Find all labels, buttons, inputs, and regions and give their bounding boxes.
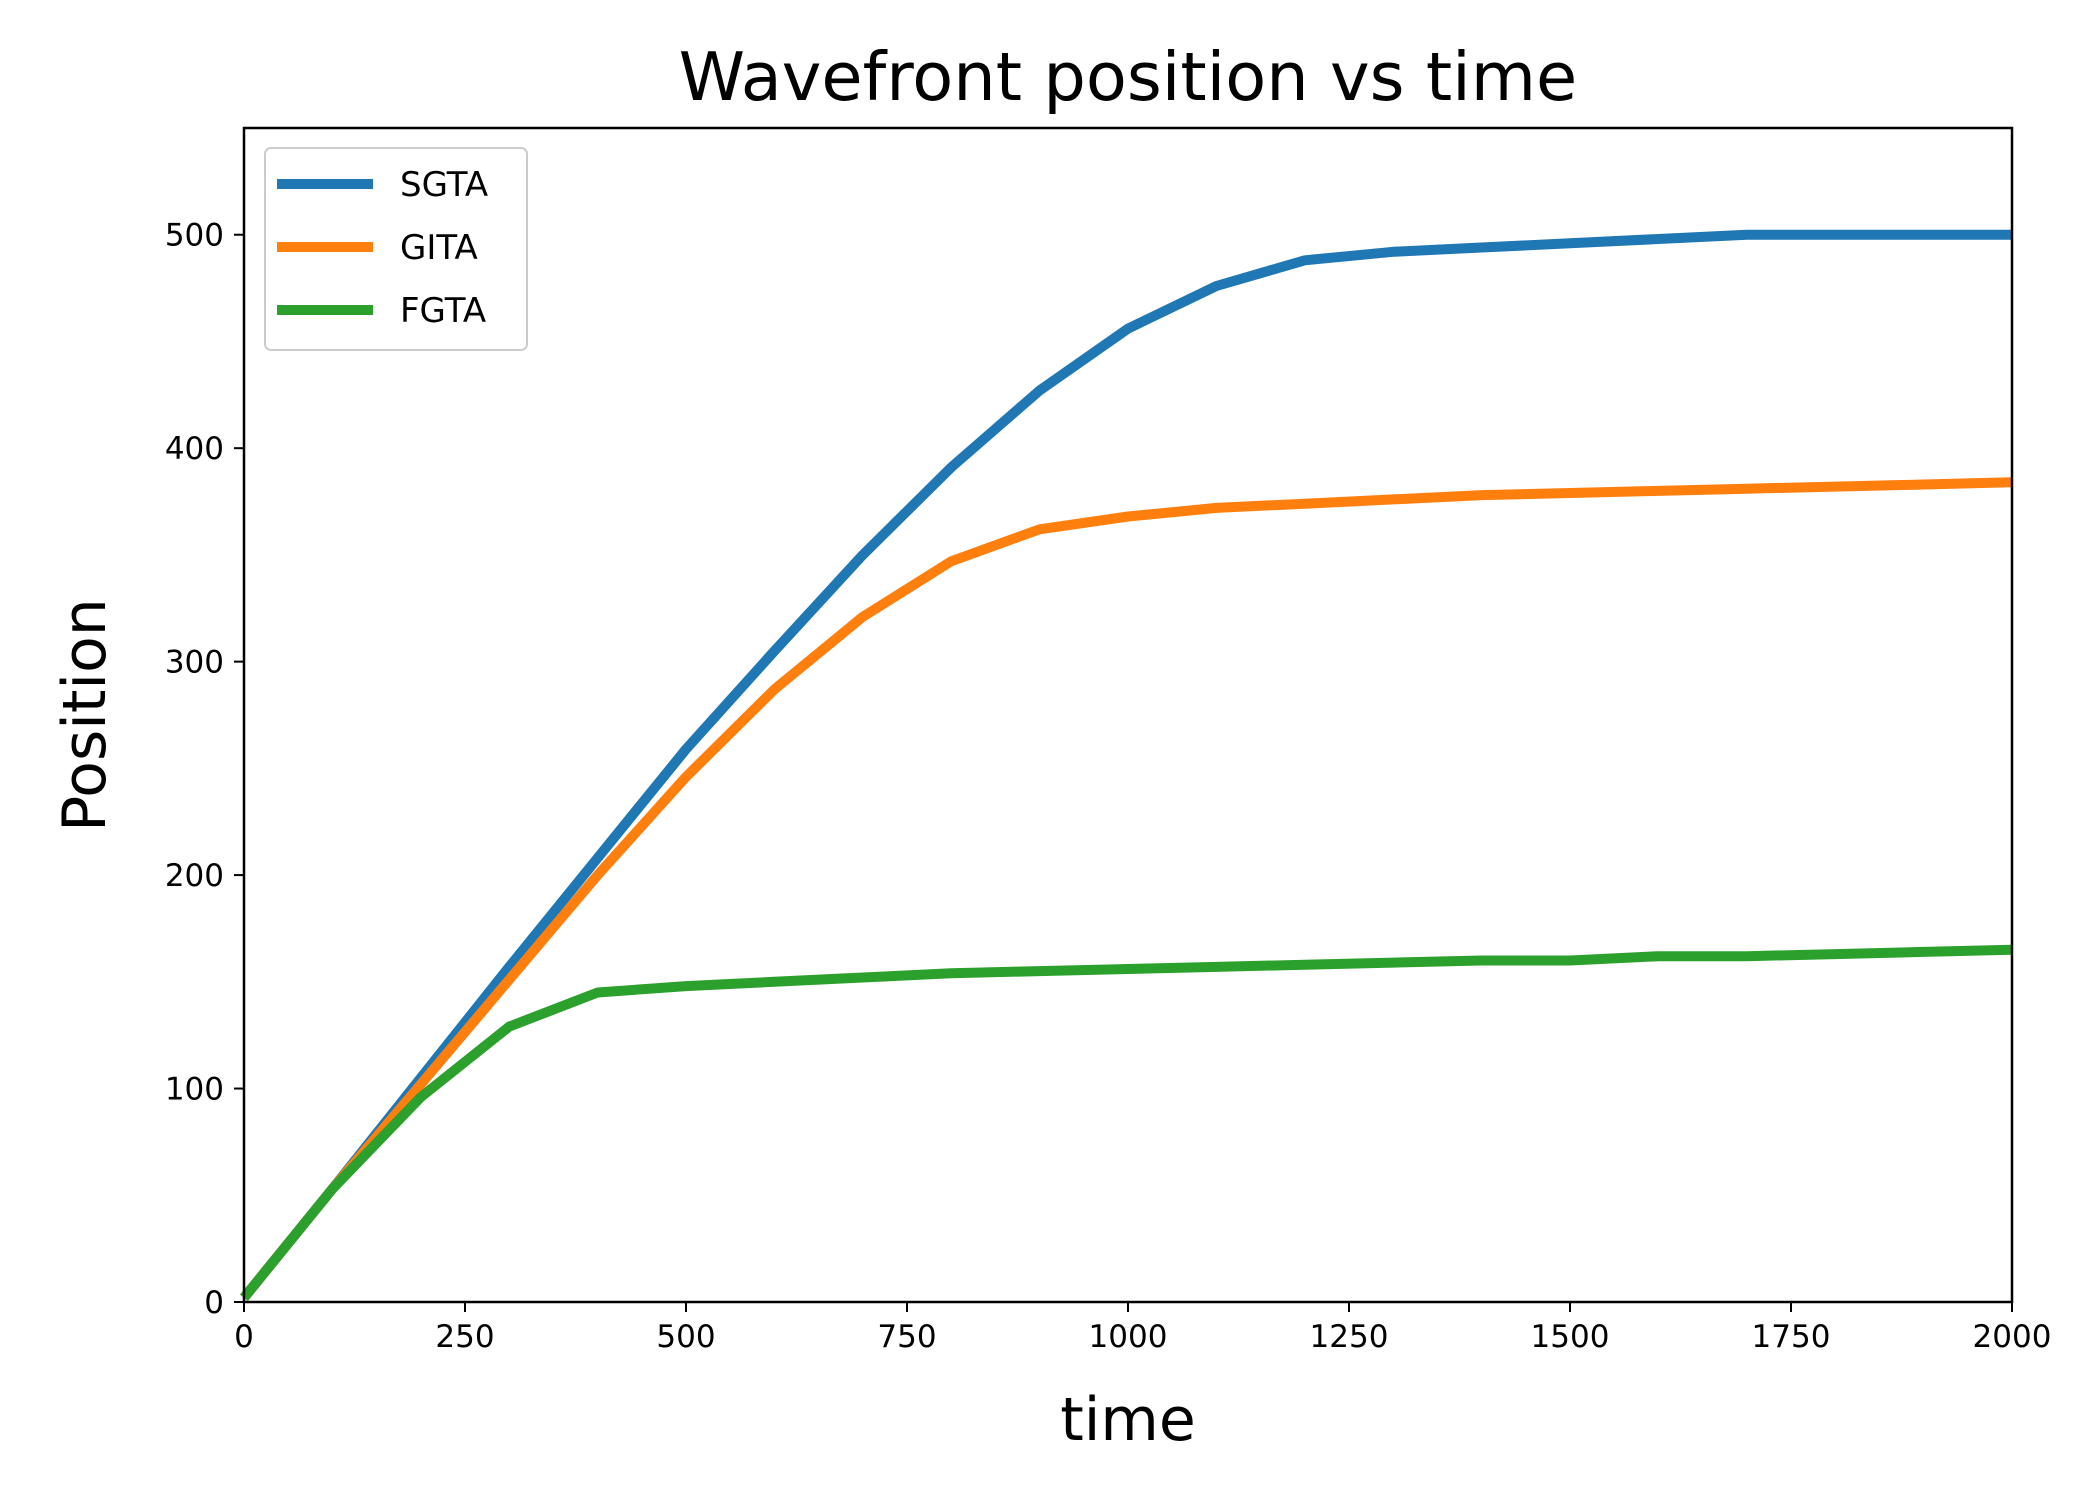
series-lines: [240, 229, 2013, 1301]
y-tick-label: 300: [165, 645, 224, 681]
series-line-fgta: [240, 944, 2013, 1301]
x-tick-label: 750: [877, 1319, 936, 1355]
x-tick-label: 2000: [1973, 1319, 2052, 1355]
series-line-gita: [240, 477, 2013, 1301]
legend-label: SGTA: [400, 165, 488, 205]
x-tick-label: 1500: [1531, 1319, 1610, 1355]
legend-label: GITA: [400, 228, 478, 268]
x-axis-label: time: [1060, 1385, 1196, 1455]
y-tick-label: 0: [204, 1285, 224, 1321]
y-tick-label: 400: [165, 431, 224, 467]
x-tick-label: 1750: [1752, 1319, 1831, 1355]
legend: SGTA GITA FGTA: [264, 147, 528, 351]
x-tick-label: 1250: [1310, 1319, 1389, 1355]
plot-frame: [242, 126, 2014, 1304]
y-tick-label: 500: [165, 218, 224, 254]
y-tick-label: 100: [165, 1072, 224, 1108]
x-tick-label: 250: [435, 1319, 494, 1355]
x-tick-label: 1000: [1089, 1319, 1168, 1355]
series-line-sgta: [240, 229, 2012, 1301]
legend-box: [264, 147, 528, 351]
x-tick-label: 500: [656, 1319, 715, 1355]
chart-title: Wavefront position vs time: [679, 38, 1577, 116]
y-axis-label: Position: [50, 598, 120, 832]
y-tick-label: 200: [165, 858, 224, 894]
axis-ticks: 0 250 500 750 1000 1250 1500 1750 2000 0 100 200 300…: [165, 218, 2052, 1355]
x-tick-label: 0: [234, 1319, 254, 1355]
legend-label: FGTA: [400, 291, 486, 331]
